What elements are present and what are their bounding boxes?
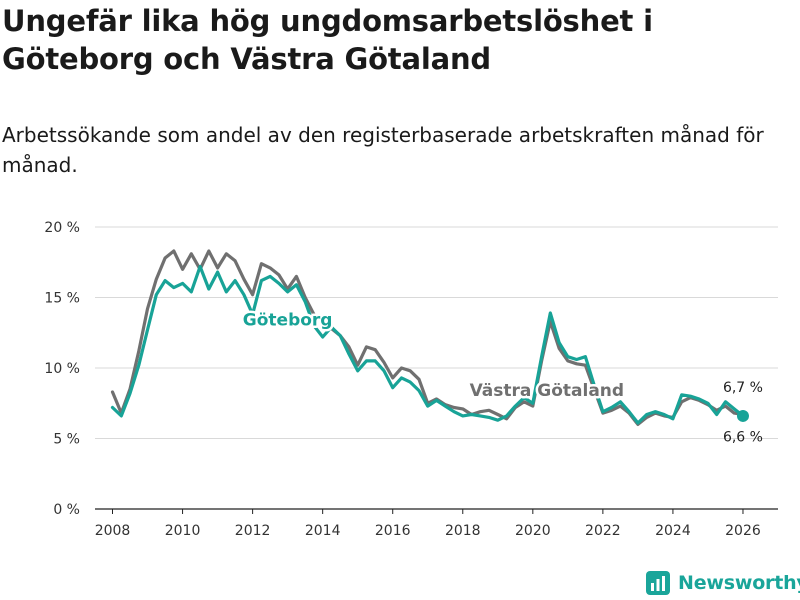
y-axis: 0 % 5 % 10 % 15 % 20 %: [44, 220, 80, 518]
y-tick-label: 5 %: [53, 432, 80, 448]
x-tick-label: 2026: [725, 523, 761, 539]
x-tick-label: 2010: [165, 523, 201, 539]
x-tick-label: 2016: [375, 523, 411, 539]
y-tick-label: 20 %: [44, 220, 80, 236]
series-line-göteborg: [110, 264, 745, 425]
x-tick-label: 2022: [585, 523, 621, 539]
x-tick-label: 2018: [445, 523, 481, 539]
x-tick-label: 2012: [235, 523, 271, 539]
newsworthy-logo-icon: [646, 571, 670, 595]
chart-title: Ungefär lika hög ungdomsarbetslöshet i G…: [2, 4, 653, 76]
newsworthy-logo[interactable]: Newsworthy: [645, 570, 800, 596]
x-tick-label: 2008: [95, 523, 131, 539]
end-value-label: 6,7 %: [723, 380, 763, 396]
x-tick-label: 2020: [515, 523, 551, 539]
y-tick-label: 15 %: [44, 291, 80, 307]
x-tick-label: 2024: [655, 523, 691, 539]
end-value-label: 6,6 %: [723, 429, 763, 445]
series-labels: Västra Götaland Göteborg 6,7 % 6,6 %: [240, 308, 763, 445]
end-point-marker: [736, 409, 749, 422]
x-tick-label: 2014: [305, 523, 341, 539]
series-label: Göteborg: [243, 311, 333, 331]
series-line-västra-götaland: [110, 249, 745, 426]
y-tick-label: 10 %: [44, 361, 80, 377]
gridlines: [95, 226, 778, 510]
y-tick-label: 0 %: [53, 502, 80, 518]
chart-subtitle: Arbetssökande som andel av den registerb…: [2, 123, 764, 177]
brand-name: Newsworthy: [678, 572, 800, 594]
x-axis: 2008 2010 2012 2014 2016 2018 2020 2022 2024 2026: [95, 509, 761, 539]
series-lines: [110, 249, 749, 426]
series-label: Västra Götaland: [470, 381, 625, 401]
